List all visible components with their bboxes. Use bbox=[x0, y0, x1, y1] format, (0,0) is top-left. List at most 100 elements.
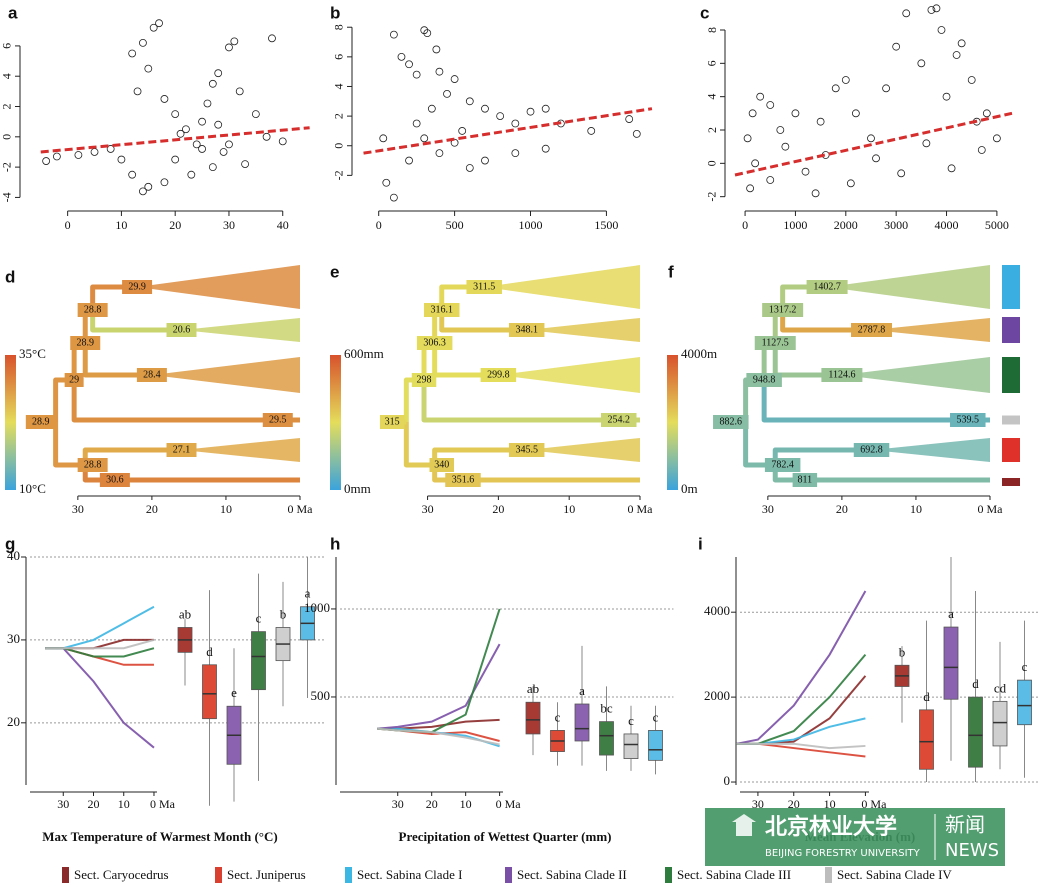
x-tick-label: 20 bbox=[788, 797, 800, 811]
node-label: 29 bbox=[69, 374, 79, 385]
point bbox=[117, 155, 126, 164]
color-bar bbox=[5, 355, 16, 490]
color-bar bbox=[667, 355, 678, 490]
node-label: 351.6 bbox=[452, 474, 475, 485]
legend-label: Sect. Sabina Clade IV bbox=[837, 867, 952, 882]
legend-label: Sect. Sabina Clade I bbox=[357, 867, 462, 882]
y-tick-label: 6 bbox=[332, 54, 346, 60]
significance-label: c bbox=[1022, 659, 1028, 674]
node-label: 948.8 bbox=[753, 374, 776, 385]
significance-label: ab bbox=[179, 606, 191, 621]
node-label-box bbox=[821, 368, 863, 382]
point bbox=[846, 179, 855, 188]
node-label: 28.9 bbox=[32, 416, 50, 427]
significance-label: c bbox=[653, 709, 659, 724]
x-tick-label: 10 bbox=[460, 797, 472, 811]
panel-letter: g bbox=[5, 534, 15, 553]
branch bbox=[53, 422, 86, 468]
clade-bar bbox=[1002, 478, 1020, 486]
point bbox=[139, 187, 147, 196]
point bbox=[625, 115, 634, 123]
point bbox=[947, 164, 956, 173]
point bbox=[882, 84, 890, 93]
x-tick-label: 30 bbox=[752, 797, 764, 811]
box bbox=[943, 626, 959, 700]
node-label-box bbox=[508, 443, 545, 457]
point bbox=[937, 26, 946, 34]
node-label: 1317.2 bbox=[769, 304, 797, 315]
watermark-logo bbox=[732, 814, 756, 836]
x-tick-label: 0 Ma bbox=[978, 502, 1004, 516]
x-tick-label: 20 bbox=[836, 502, 848, 516]
node-label-box bbox=[445, 473, 481, 487]
node-label: 1402.7 bbox=[813, 281, 841, 292]
panel-letter: i bbox=[698, 534, 703, 553]
node-label: 340 bbox=[434, 459, 449, 470]
x-tick-label: 30 bbox=[392, 797, 404, 811]
node-label-box bbox=[508, 323, 545, 337]
node-label-box bbox=[411, 373, 437, 387]
point bbox=[235, 87, 244, 96]
point bbox=[214, 69, 223, 78]
point bbox=[420, 26, 429, 35]
point bbox=[841, 76, 850, 84]
x-tick-label: 30 bbox=[422, 502, 434, 516]
node-label: 811 bbox=[798, 474, 813, 485]
y-tick-label: 0 bbox=[0, 134, 14, 140]
y-tick-label: -2 bbox=[332, 170, 346, 180]
box bbox=[648, 730, 663, 761]
y-tick-label: 6 bbox=[705, 60, 719, 66]
color-bar-label: 0mm bbox=[344, 481, 371, 496]
node-label: 316.1 bbox=[430, 304, 453, 315]
y-tick-label: 30 bbox=[7, 631, 20, 646]
box bbox=[992, 700, 1008, 747]
trend-line bbox=[734, 111, 1013, 177]
x-tick-label: 0 bbox=[376, 218, 382, 232]
point bbox=[917, 59, 926, 68]
point bbox=[171, 155, 180, 164]
node-label-box bbox=[480, 368, 517, 382]
panel-letter: a bbox=[8, 3, 18, 22]
panel-letter: d bbox=[5, 267, 15, 286]
x-tick-label: 20 bbox=[146, 502, 158, 516]
clade-triangle bbox=[841, 357, 990, 393]
clade-bar bbox=[1002, 265, 1020, 309]
y-tick-label: 500 bbox=[311, 688, 331, 703]
branch bbox=[403, 422, 435, 468]
node-label-box bbox=[379, 415, 405, 429]
trajectory bbox=[736, 742, 866, 750]
point bbox=[389, 30, 398, 39]
point bbox=[251, 110, 260, 118]
point bbox=[902, 9, 911, 18]
point bbox=[932, 4, 941, 13]
clade-triangle bbox=[526, 318, 640, 342]
box bbox=[525, 701, 541, 735]
significance-label: c bbox=[256, 611, 262, 626]
node-label-box bbox=[466, 280, 502, 294]
node-label: 306.3 bbox=[423, 337, 446, 348]
color-bar-label: 0m bbox=[681, 481, 698, 496]
significance-label: a bbox=[948, 606, 954, 621]
y-tick-label: 1000 bbox=[304, 600, 330, 615]
node-label: 30.6 bbox=[106, 474, 124, 485]
point bbox=[801, 167, 810, 176]
x-tick-label: 0 Ma bbox=[628, 502, 654, 516]
box bbox=[623, 733, 639, 759]
watermark-cn: 北京林业大学 bbox=[765, 814, 897, 840]
point bbox=[952, 51, 961, 59]
point bbox=[465, 164, 474, 172]
node-label: 345.5 bbox=[515, 444, 538, 455]
point bbox=[746, 184, 755, 193]
clade-bar bbox=[1002, 438, 1020, 462]
x-tick-label: 0 bbox=[742, 218, 748, 232]
node-label-box bbox=[806, 280, 848, 294]
point bbox=[867, 134, 875, 143]
y-tick-label: 8 bbox=[705, 27, 719, 33]
point bbox=[511, 149, 520, 158]
node-label-box bbox=[853, 443, 890, 457]
panel-letter: c bbox=[700, 3, 709, 22]
x-tick-label: 1500 bbox=[594, 218, 618, 232]
point bbox=[405, 60, 413, 69]
point bbox=[225, 140, 233, 149]
point bbox=[465, 97, 474, 106]
